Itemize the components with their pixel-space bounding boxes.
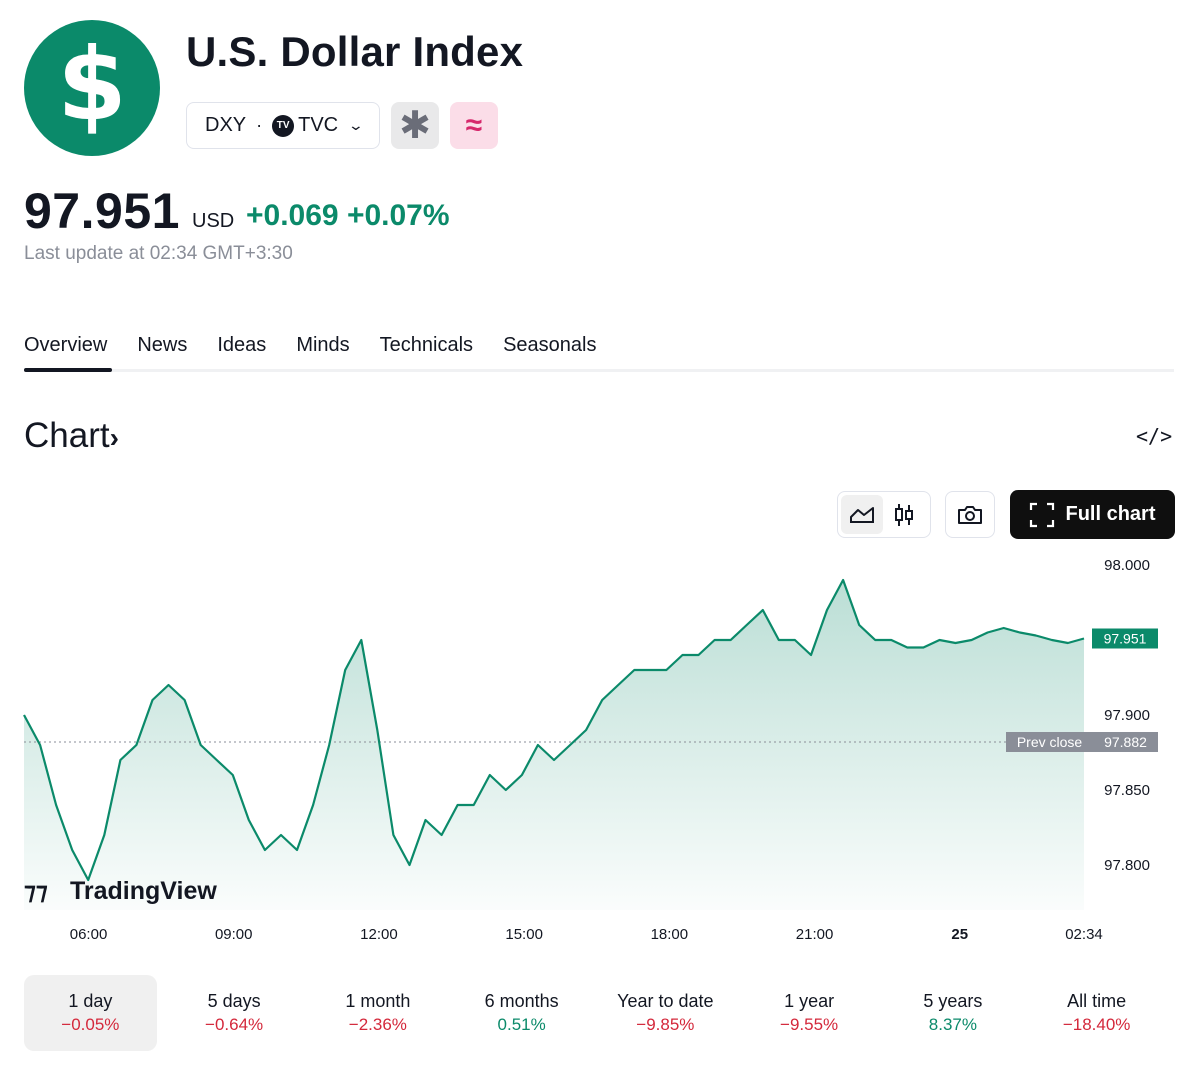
last-update: Last update at 02:34 GMT+3:30 <box>24 243 293 264</box>
ticker-label: DXY <box>205 114 247 136</box>
tab-minds[interactable]: Minds <box>296 334 350 356</box>
svg-text:⁊⁊: ⁊⁊ <box>24 878 48 905</box>
y-tick-label: 97.900 <box>1104 707 1150 724</box>
price-change: +0.069 +0.07% <box>246 199 450 233</box>
chevron-down-icon: ⌄ <box>347 117 365 133</box>
current-price: 97.951 <box>24 183 180 239</box>
tab-technicals[interactable]: Technicals <box>379 334 474 356</box>
prev-close-value-badge: 97.882 <box>1104 734 1147 750</box>
tab-seasonals[interactable]: Seasonals <box>503 334 597 356</box>
currency-label: USD <box>192 210 235 232</box>
camera-icon[interactable] <box>945 491 995 538</box>
asterisk-icon[interactable]: ✱ <box>391 102 439 149</box>
area-chart-icon[interactable] <box>841 495 883 534</box>
tab-news[interactable]: News <box>137 334 188 356</box>
last-price-badge-bg <box>1092 628 1158 649</box>
price-area-fill <box>24 580 1084 910</box>
period-1-month[interactable]: 1 month −2.36% <box>345 991 411 1034</box>
embed-code-icon[interactable]: </> <box>1136 424 1173 448</box>
x-tick-label: 18:00 <box>651 926 689 943</box>
tab-overview[interactable]: Overview <box>24 334 108 356</box>
prev-close-badge-bg <box>1006 732 1093 752</box>
period-6-months[interactable]: 6 months 0.51% <box>484 991 559 1034</box>
prev-close-value-badge-bg <box>1093 732 1158 752</box>
tradingview-watermark: ⁊⁊ TradingView <box>24 877 217 905</box>
y-tick-label: 97.800 <box>1104 857 1150 874</box>
full-chart-button[interactable]: Full chart <box>1010 490 1175 539</box>
dollar-logo-icon: $ <box>24 20 160 156</box>
approx-icon[interactable]: ≈ <box>450 102 498 149</box>
watermark-label: TradingView <box>70 877 217 905</box>
change-value: +0.069 <box>246 199 339 232</box>
symbol-exchange-selector[interactable]: DXY · TV TVC ⌄ <box>186 102 380 149</box>
last-price-badge: 97.951 <box>1104 631 1147 647</box>
y-tick-label: 98.000 <box>1104 557 1150 574</box>
tab-bar: Overview News Ideas Minds Technicals Sea… <box>24 334 626 357</box>
full-chart-label: Full chart <box>1065 503 1156 525</box>
x-tick-label: 21:00 <box>796 926 834 943</box>
chart-heading-label: Chart <box>24 416 110 455</box>
performance-periods: 1 day −0.05% 5 days −0.64% 1 month −2.36% 6… <box>24 975 1174 1051</box>
separator-dot: · <box>256 115 263 135</box>
period-all-time[interactable]: All time −18.40% <box>1062 991 1131 1034</box>
period-5-days[interactable]: 5 days −0.64% <box>205 991 264 1034</box>
exchange-label: TVC <box>298 114 339 136</box>
period-1-day[interactable]: 1 day −0.05% <box>24 975 157 1051</box>
period-1-year[interactable]: 1 year −9.55% <box>780 991 839 1034</box>
page-title: U.S. Dollar Index <box>186 28 524 75</box>
period-year-to-date[interactable]: Year to date −9.85% <box>617 991 714 1034</box>
x-tick-label: 06:00 <box>70 926 108 943</box>
x-tick-label: 25 <box>951 926 968 943</box>
tradingview-badge-icon: TV <box>272 114 295 137</box>
price-chart[interactable]: ⁊⁊ TradingView 98.00097.90097.85097.800 … <box>0 540 1198 950</box>
y-tick-label: 97.850 <box>1104 782 1150 799</box>
x-tick-label: 09:00 <box>215 926 253 943</box>
candlestick-chart-icon[interactable] <box>883 495 925 534</box>
tab-divider <box>24 369 1174 372</box>
chart-heading-link[interactable]: Chart› <box>24 416 119 456</box>
tab-ideas[interactable]: Ideas <box>217 334 267 356</box>
chevron-right-icon: › <box>109 422 119 453</box>
prev-close-badge: Prev close <box>1017 734 1083 750</box>
x-tick-label: 12:00 <box>360 926 398 943</box>
x-tick-label: 15:00 <box>505 926 543 943</box>
active-tab-indicator <box>24 368 112 372</box>
period-5-years[interactable]: 5 years 8.37% <box>923 991 983 1034</box>
change-percent: +0.07% <box>346 199 450 232</box>
x-tick-label: 02:34 <box>1065 926 1103 943</box>
expand-icon <box>1030 502 1055 527</box>
chart-type-toggle <box>837 491 931 538</box>
